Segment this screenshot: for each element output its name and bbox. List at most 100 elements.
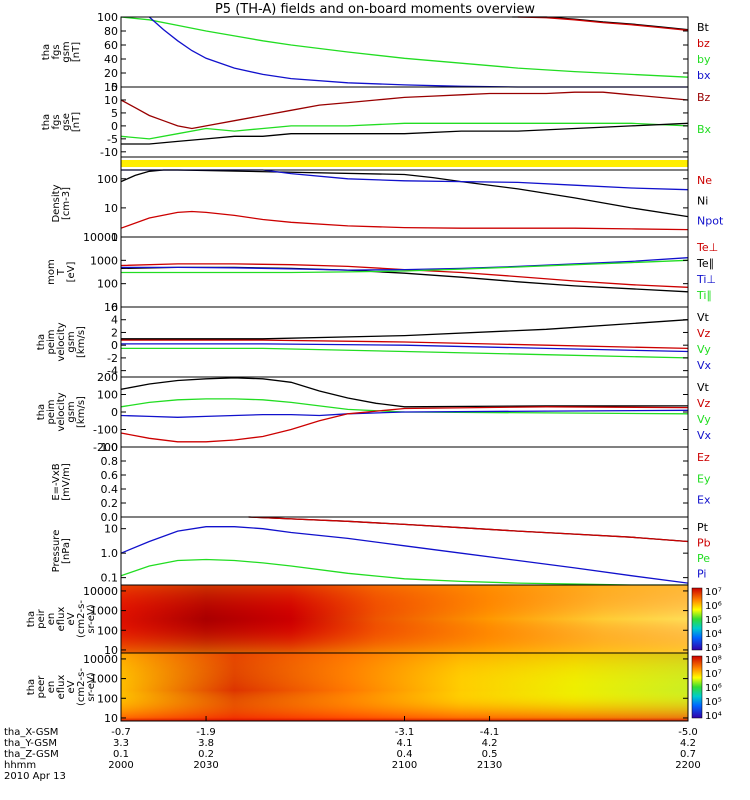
legend-label: Bx	[697, 123, 712, 136]
x-tick-label: 2200	[675, 760, 700, 771]
y-tick-label: 100	[97, 11, 118, 24]
y-tick-label: 0.6	[101, 469, 119, 482]
series-line-blue	[121, 343, 689, 353]
legend-label: Vt	[697, 381, 710, 394]
colorbar-tick-label: 10³	[705, 643, 722, 654]
colorbar-tick-label: 10⁷	[705, 669, 722, 680]
y-axis-label: tha	[36, 334, 47, 350]
x-row-label: hhmm	[4, 760, 36, 771]
y-tick-label: 1.0	[101, 441, 119, 454]
y-axis-label: [eV]	[66, 262, 77, 283]
y-axis-label: gsm	[61, 41, 72, 62]
panel-frame	[120, 16, 689, 88]
legend-label: Bt	[697, 21, 710, 34]
y-axis-label: en	[46, 613, 57, 626]
y-tick-label: 0	[111, 120, 118, 133]
y-tick-label: 0.8	[101, 455, 119, 468]
y-axis-label: peim	[46, 399, 57, 424]
legend-label: by	[697, 53, 711, 66]
x-tick-label: 4.2	[680, 738, 696, 749]
y-tick-label: 5	[111, 107, 118, 120]
legend-label: Te∥	[696, 257, 714, 270]
y-axis-label: tha	[26, 679, 37, 695]
legend-label: Vx	[697, 429, 712, 442]
x-tick-label: 0.2	[198, 749, 214, 760]
colorbar-tick-label: 10⁶	[705, 683, 722, 694]
y-tick-label: 10	[104, 301, 118, 314]
y-tick-label: 0	[111, 81, 118, 94]
y-axis-label: peer	[36, 675, 47, 699]
y-axis-label: [km/s]	[76, 396, 87, 428]
panel-frame	[120, 446, 689, 518]
y-axis-label: gsm	[66, 401, 77, 422]
legend-label: Pi	[697, 568, 706, 581]
colorbar-tick-label: 10⁴	[705, 629, 722, 640]
series-line-red	[517, 16, 689, 31]
x-tick-label: -4.1	[480, 727, 500, 738]
series-line-black	[121, 319, 689, 340]
y-axis-label: [nPa]	[61, 538, 72, 564]
y-tick-label: 200	[97, 371, 118, 384]
y-axis-label: [nT]	[71, 42, 82, 62]
y-tick-label: 1.0	[101, 547, 119, 560]
x-tick-label: -0.7	[111, 727, 131, 738]
series-line-red	[120, 406, 689, 443]
spectrogram-shading	[121, 653, 688, 721]
x-row-label: 2010 Apr 13	[4, 771, 66, 782]
colorbar-tick-label: 10⁶	[705, 601, 722, 612]
legend-label: Vx	[697, 359, 712, 372]
y-tick-label: 10	[104, 712, 118, 725]
panel-efield: Ez Ey Ex 0.00.20.40.60.81.0 E=-VxB [mV/m]	[51, 441, 711, 524]
y-tick-label: 100	[97, 173, 118, 186]
legend-label: Pe	[697, 552, 710, 565]
legend-label: Te⊥	[696, 241, 718, 254]
legend-label: Ex	[697, 494, 711, 507]
x-row-label: tha_X-GSM	[4, 727, 58, 738]
x-tick-label: 0.7	[680, 749, 696, 760]
y-tick-label: 2	[111, 326, 118, 339]
y-axis-label: velocity	[56, 392, 67, 431]
panel-density: Ne Ni Npot 1 10 100 Density [cm-3]	[51, 169, 724, 244]
colorbar-tick-label: 10⁷	[705, 587, 722, 598]
colorbar-tick-label: 10⁵	[705, 615, 722, 626]
legend-label: Vz	[697, 397, 711, 410]
y-axis-label: E=-VxB	[51, 463, 62, 500]
y-tick-label: 100	[97, 692, 118, 705]
series-line-red	[248, 516, 689, 543]
legend-label: Ti⊥	[696, 273, 716, 286]
series-line-blue	[148, 16, 688, 88]
legend-label: Pt	[697, 521, 709, 534]
panel-temperature: Te⊥ Te∥ Ti⊥ Ti∥ 10 100 1000 10000 mom T [eV]	[46, 231, 718, 314]
y-tick-label: 0	[111, 339, 118, 352]
y-axis-label: [nT]	[71, 112, 82, 132]
y-tick-label: 1	[111, 231, 118, 244]
y-axis-label: en	[46, 681, 57, 694]
legend-label: Vz	[697, 327, 711, 340]
y-axis-label: gse	[61, 113, 72, 131]
panel-pressure: Pt Pb Pe Pi 0.1 1.0 10 Pressure [nPa]	[51, 516, 711, 586]
colorbar-tick-label: 10⁸	[705, 655, 722, 666]
figure-title: P5 (TH-A) fields and on-board moments ov…	[215, 2, 535, 17]
series-line-green	[120, 558, 688, 586]
panel-peer_en_eflux: 10⁴ 10⁵ 10⁶ 10⁷ 10⁸ 10 100 1000 10000 tha peer en ef…	[26, 652, 722, 725]
series-line-blue	[120, 409, 689, 418]
x-tick-label: 2130	[477, 760, 502, 771]
x-tick-label: 3.8	[198, 738, 214, 749]
y-tick-label: 20	[104, 67, 118, 80]
y-tick-label: 0.1	[101, 572, 119, 585]
y-axis-label: gsm	[66, 331, 77, 352]
y-tick-label: 10000	[83, 231, 118, 244]
legend-label: Vy	[697, 413, 711, 426]
status-bar	[120, 156, 689, 171]
legend-label: bz	[697, 37, 710, 50]
series-line-darkred	[120, 91, 689, 130]
y-tick-label: 10	[104, 644, 118, 657]
x-tick-label: 3.3	[113, 738, 129, 749]
legend-label: bx	[697, 69, 711, 82]
y-axis-label: velocity	[56, 322, 67, 361]
y-tick-label: -200	[93, 441, 118, 454]
series-line-black	[120, 377, 688, 408]
